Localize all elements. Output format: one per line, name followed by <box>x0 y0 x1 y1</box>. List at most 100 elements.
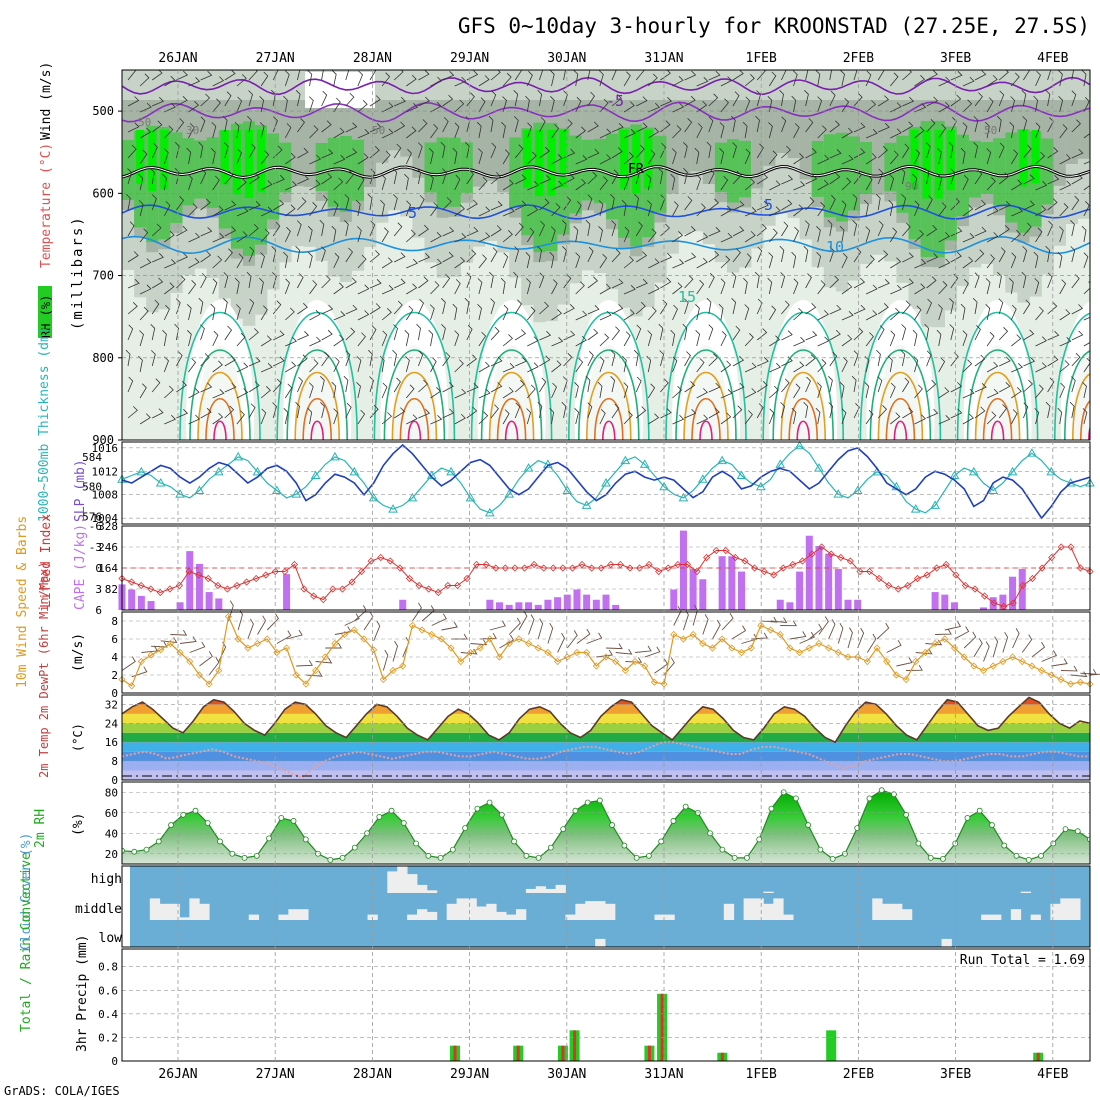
cape-tick-label: 246 <box>98 541 118 554</box>
wind-barb <box>804 220 810 237</box>
cloud-bar <box>1010 909 1022 920</box>
wind-barb <box>949 298 954 315</box>
wind-barb <box>902 252 914 263</box>
lifted-index-marker <box>290 560 299 569</box>
cloud-bar <box>565 914 576 920</box>
lifted-index-marker <box>1076 564 1084 572</box>
wind-barb <box>198 297 204 315</box>
wind-barb <box>731 272 737 289</box>
wind-barb <box>938 387 950 399</box>
rh-band <box>644 130 653 189</box>
wind-barb <box>986 388 999 399</box>
wind10-marker <box>863 657 871 666</box>
rh2m-marker <box>180 811 187 818</box>
thickness-marker <box>581 500 592 509</box>
rh2m-marker <box>682 803 689 810</box>
wind-barb <box>623 331 631 347</box>
wind-barb <box>393 377 401 393</box>
wind-barb <box>696 279 705 295</box>
wind-barb <box>623 309 635 321</box>
cape-bar <box>147 601 155 610</box>
wind-barb <box>960 147 966 165</box>
wind-barb <box>974 406 986 419</box>
wind-barb <box>369 220 376 237</box>
wind-barb <box>272 70 279 81</box>
wind10-barb <box>886 639 902 653</box>
rh2m-tick-label: 60 <box>105 807 118 820</box>
wind-barb <box>430 124 439 139</box>
wind-barb <box>636 96 648 107</box>
wind-barb <box>803 401 809 419</box>
wind10-marker <box>379 675 387 684</box>
lifted-index-marker <box>520 564 529 572</box>
wind10-marker <box>466 648 475 657</box>
temp-diurnal-contour <box>496 397 527 440</box>
temp-diurnal-contour <box>470 311 553 440</box>
wind10-barb <box>692 604 698 626</box>
wind-barb <box>696 257 708 269</box>
cloud-bar <box>199 903 210 920</box>
wind-barb <box>1070 220 1075 237</box>
rh2m-marker <box>768 805 775 812</box>
wind-barb <box>816 252 822 269</box>
wind-barb <box>368 349 373 367</box>
wind-barb <box>309 125 319 139</box>
precip-convective-bar <box>720 1052 724 1061</box>
wind-barb <box>539 355 551 367</box>
wind-barb <box>490 201 503 211</box>
wind-barb <box>1047 70 1052 81</box>
wind10-barb <box>1012 628 1020 649</box>
cloud-bar <box>456 898 467 920</box>
wind-barb <box>803 245 809 263</box>
lifted-index-marker <box>1009 599 1017 607</box>
wind-barb <box>151 277 164 289</box>
wind10-marker <box>834 648 842 657</box>
wind-barb <box>781 300 790 315</box>
lifted-index-marker <box>511 564 519 572</box>
wind10-barb <box>489 620 506 631</box>
wind10-barb <box>954 626 970 640</box>
wind-barb <box>200 93 211 107</box>
rh-band <box>245 130 253 198</box>
wind-barb <box>139 228 149 243</box>
rh-band <box>364 100 377 188</box>
wind-barb <box>587 305 600 315</box>
rh2m-marker <box>192 807 199 814</box>
wind10-barb <box>702 614 709 635</box>
wind-barb <box>1057 251 1063 269</box>
wind10-marker <box>854 653 862 661</box>
wind-barb <box>938 304 943 321</box>
wind-barb <box>1071 148 1084 159</box>
rh-band <box>860 141 873 195</box>
wind-barb <box>791 407 797 425</box>
wind-barb <box>817 96 823 113</box>
wind10-marker <box>428 630 436 639</box>
thickness-marker <box>775 459 786 468</box>
wind-barb <box>357 254 367 269</box>
wind-barb <box>539 117 546 133</box>
wind-barb <box>224 226 237 237</box>
wind10-barb <box>760 616 778 623</box>
cloud-bar <box>595 938 606 947</box>
wind-barb <box>695 330 701 347</box>
wind-barb <box>889 150 899 165</box>
wind-barb <box>418 96 430 107</box>
lifted-index-marker <box>549 564 557 572</box>
precip-tick-label: 0.4 <box>98 1008 118 1021</box>
wind-barb <box>188 77 201 87</box>
wind-barb <box>333 408 339 425</box>
wind-barb <box>1011 229 1021 243</box>
wind10-tick-label: 8 <box>111 615 118 628</box>
rh-band <box>182 138 195 206</box>
lifted-index-marker <box>463 574 471 583</box>
wind-barb <box>974 272 980 289</box>
wind10-barb <box>528 614 535 635</box>
wind-barb <box>454 233 467 243</box>
wind-barb <box>647 149 656 165</box>
contour-label: 30 <box>186 124 199 137</box>
top-date-axis: 26JAN 27JAN 28JAN 29JAN 30JAN 31JAN 1FEB 2FEB 3F… <box>158 51 1068 66</box>
wind-barb <box>502 252 509 269</box>
wind-barb <box>587 70 591 81</box>
wind10-marker <box>312 666 320 675</box>
wind-barb <box>223 142 229 159</box>
